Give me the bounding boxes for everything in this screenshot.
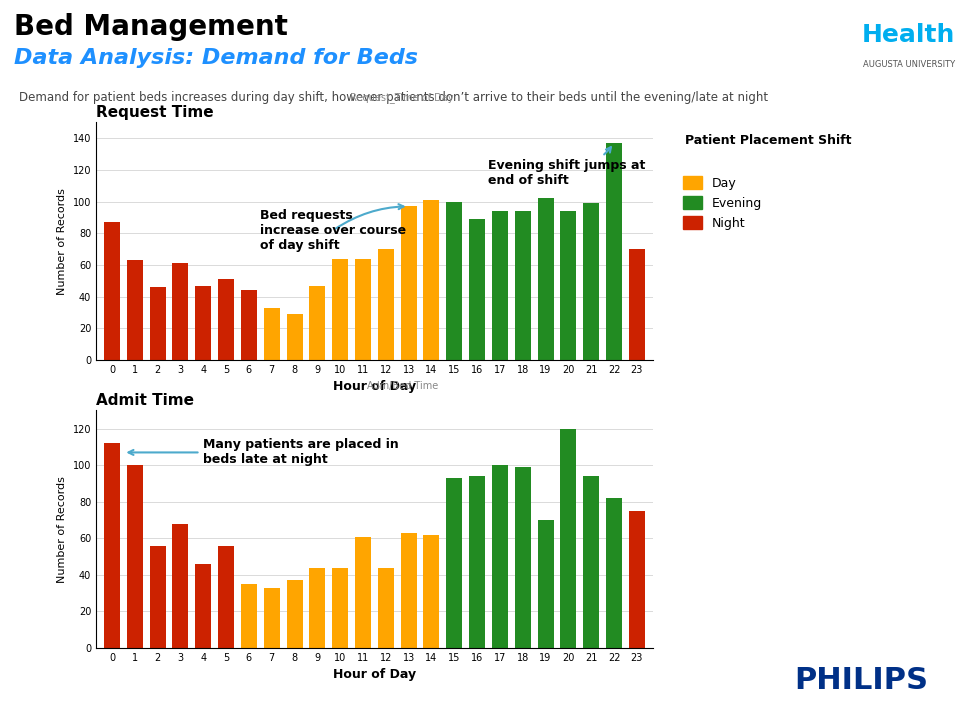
- Text: PHILIPS: PHILIPS: [794, 666, 928, 695]
- Bar: [332, 567, 348, 648]
- Text: AUGUSTA UNIVERSITY: AUGUSTA UNIVERSITY: [863, 60, 955, 69]
- Bar: [195, 564, 211, 648]
- Text: Many patients are placed in
beds late at night: Many patients are placed in beds late at…: [129, 438, 399, 467]
- Bar: [538, 520, 554, 648]
- Text: Data Analysis: Demand for Beds: Data Analysis: Demand for Beds: [14, 48, 419, 68]
- Text: Bed Management: Bed Management: [14, 13, 288, 41]
- Bar: [469, 219, 485, 360]
- Bar: [446, 478, 463, 648]
- Bar: [423, 535, 440, 648]
- Bar: [423, 200, 440, 360]
- Bar: [583, 203, 599, 360]
- Text: Bed requests
increase over course
of day shift: Bed requests increase over course of day…: [260, 204, 406, 251]
- Bar: [400, 533, 417, 648]
- Y-axis label: Number of Records: Number of Records: [57, 476, 67, 582]
- Text: Evening shift jumps at
end of shift: Evening shift jumps at end of shift: [489, 147, 646, 187]
- Text: Admit Time: Admit Time: [96, 393, 194, 408]
- Bar: [561, 428, 576, 648]
- Bar: [286, 314, 302, 360]
- Text: Request_Time of Day: Request_Time of Day: [350, 92, 454, 104]
- Bar: [264, 307, 279, 360]
- Bar: [515, 467, 531, 648]
- X-axis label: Hour of Day: Hour of Day: [333, 668, 416, 681]
- Bar: [355, 536, 371, 648]
- Text: Request Time: Request Time: [96, 105, 214, 120]
- Bar: [173, 264, 188, 360]
- Bar: [309, 567, 325, 648]
- Bar: [492, 211, 508, 360]
- Bar: [104, 444, 120, 648]
- Bar: [127, 465, 143, 648]
- Bar: [378, 567, 394, 648]
- Text: Health: Health: [861, 22, 955, 47]
- Bar: [264, 588, 279, 648]
- Y-axis label: Number of Records: Number of Records: [57, 188, 67, 294]
- Bar: [629, 511, 645, 648]
- Bar: [400, 207, 417, 360]
- Bar: [538, 199, 554, 360]
- Bar: [492, 465, 508, 648]
- Bar: [469, 476, 485, 648]
- Bar: [218, 279, 234, 360]
- Bar: [606, 498, 622, 648]
- Bar: [332, 258, 348, 360]
- Bar: [606, 143, 622, 360]
- Text: Adm/Bed Time: Adm/Bed Time: [367, 382, 438, 392]
- Bar: [629, 249, 645, 360]
- Bar: [104, 222, 120, 360]
- Bar: [218, 546, 234, 648]
- Bar: [127, 260, 143, 360]
- Bar: [309, 286, 325, 360]
- Bar: [150, 287, 165, 360]
- Legend: Day, Evening, Night: Day, Evening, Night: [679, 171, 767, 235]
- Bar: [173, 523, 188, 648]
- Bar: [150, 546, 165, 648]
- Bar: [355, 258, 371, 360]
- Bar: [561, 211, 576, 360]
- Bar: [195, 286, 211, 360]
- Bar: [241, 290, 257, 360]
- Bar: [286, 580, 302, 648]
- Text: Patient Placement Shift: Patient Placement Shift: [685, 134, 852, 148]
- X-axis label: Hour of Day: Hour of Day: [333, 380, 416, 393]
- Bar: [446, 202, 463, 360]
- Bar: [583, 476, 599, 648]
- Bar: [241, 584, 257, 648]
- Bar: [378, 249, 394, 360]
- Text: Demand for patient beds increases during day shift, however patients don’t arriv: Demand for patient beds increases during…: [19, 91, 768, 104]
- Bar: [515, 211, 531, 360]
